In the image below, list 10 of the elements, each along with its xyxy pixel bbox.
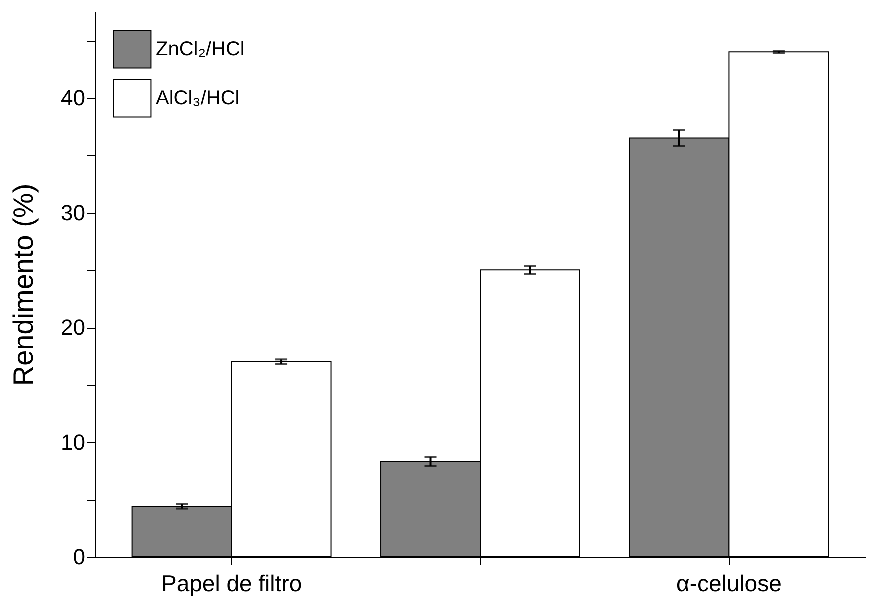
y-tick-label: 30	[61, 200, 86, 226]
y-tick-label: 40	[61, 86, 86, 111]
legend-label: AlCl₃/HCl	[156, 88, 240, 110]
x-tick-label: Papel de filtro	[161, 570, 302, 596]
x-tick-label: α-celulose	[676, 570, 782, 596]
y-tick-label: 0	[73, 544, 86, 570]
y-tick-label: 20	[61, 315, 86, 340]
y-axis-title: Rendimento (%)	[8, 184, 40, 386]
legend-label: ZnCl₂/HCl	[156, 38, 245, 60]
y-tick-label: 10	[61, 430, 86, 455]
